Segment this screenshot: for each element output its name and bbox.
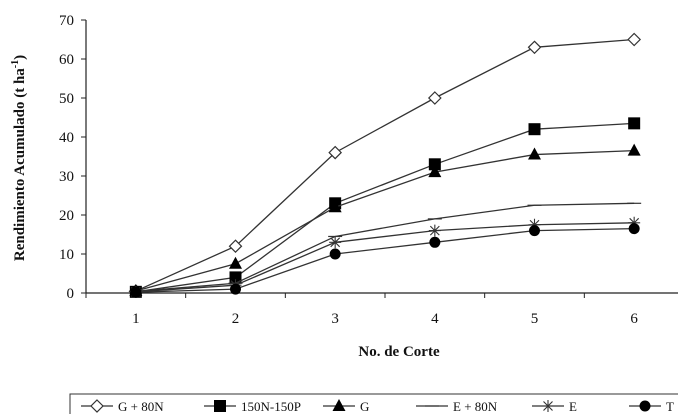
- y-tick-label: 70: [59, 13, 74, 29]
- data-point: [528, 123, 541, 136]
- data-point: [229, 271, 242, 284]
- data-point: [328, 145, 343, 160]
- series-line: [135, 150, 635, 292]
- y-tick-label: 30: [59, 169, 74, 185]
- legend-item: 150N-150P: [204, 399, 301, 414]
- data-point: [528, 147, 541, 160]
- series-line: [135, 228, 635, 293]
- data-point: [628, 117, 641, 130]
- axes: [85, 20, 678, 294]
- data-point: [529, 225, 540, 237]
- series-line: [135, 122, 635, 293]
- data-point: [328, 200, 342, 213]
- series-3: [129, 143, 641, 297]
- series-2: [129, 117, 641, 298]
- legend-marker: [542, 400, 554, 412]
- x-tick-label: 6: [630, 311, 638, 327]
- data-point: [130, 286, 142, 298]
- legend-label: E: [569, 399, 577, 414]
- y-axis-title-main: Rendimiento Acumulado (t ha: [12, 68, 28, 261]
- data-point: [429, 236, 441, 248]
- data-point: [228, 239, 243, 254]
- y-tick-label: 10: [59, 247, 74, 263]
- data-point: [627, 32, 642, 47]
- x-tick-label: 1: [132, 311, 140, 327]
- series-group: [128, 32, 642, 298]
- legend-item: E + 80N: [416, 399, 498, 414]
- data-point: [428, 158, 441, 171]
- legend-marker: [332, 399, 346, 411]
- y-tick-label: 0: [67, 286, 75, 302]
- y-axis-title-close: ): [12, 55, 28, 60]
- data-point: [428, 165, 442, 178]
- data-point: [527, 40, 542, 55]
- legend: G + 80N 150N-150P G E + 80N E T: [69, 393, 678, 414]
- y-tick-label: 50: [59, 91, 74, 107]
- data-point: [329, 236, 342, 249]
- legend-item: T: [629, 399, 674, 414]
- y-tick-label: 60: [59, 52, 74, 68]
- series-4: [128, 202, 642, 293]
- legend-label: 150N-150P: [241, 399, 301, 414]
- series-line: [135, 38, 635, 292]
- data-point: [528, 218, 541, 231]
- data-point: [628, 216, 641, 229]
- data-point: [329, 248, 341, 260]
- legend-item: G: [323, 399, 369, 414]
- legend-label: E + 80N: [453, 399, 498, 414]
- legend-marker: [90, 399, 104, 413]
- data-point: [229, 256, 242, 269]
- y-tick-label: 20: [59, 208, 74, 224]
- legend-label: G + 80N: [118, 399, 164, 414]
- legend-item: G + 80N: [81, 399, 164, 414]
- x-tick-label: 2: [232, 311, 240, 327]
- series-1: [128, 32, 642, 298]
- data-point: [230, 283, 241, 295]
- series-6: [130, 223, 640, 298]
- x-axis-title: No. de Corte: [358, 344, 440, 360]
- x-tick-label: 4: [431, 311, 439, 327]
- data-point: [428, 224, 441, 237]
- x-tick-label: 5: [531, 311, 539, 327]
- series-line: [135, 222, 635, 293]
- data-point: [427, 91, 442, 105]
- x-axis-ticks: 1 2 3 4 5 6: [85, 293, 638, 327]
- x-tick-label: 3: [331, 311, 339, 327]
- y-axis-title: Rendimiento Acumulado (t ha-1): [10, 55, 28, 261]
- legend-marker: [639, 400, 651, 412]
- data-point: [628, 223, 640, 235]
- y-axis-title-superscript: -1: [10, 60, 21, 68]
- legend-label: T: [666, 399, 674, 414]
- y-tick-label: 40: [59, 130, 74, 146]
- data-point: [627, 143, 641, 156]
- series-line: [135, 202, 635, 293]
- legend-marker: [214, 400, 226, 412]
- legend-label: G: [360, 399, 369, 414]
- legend-item: E: [532, 399, 577, 414]
- y-axis-ticks: 0 10 20 30 40 50 60 70: [59, 13, 86, 302]
